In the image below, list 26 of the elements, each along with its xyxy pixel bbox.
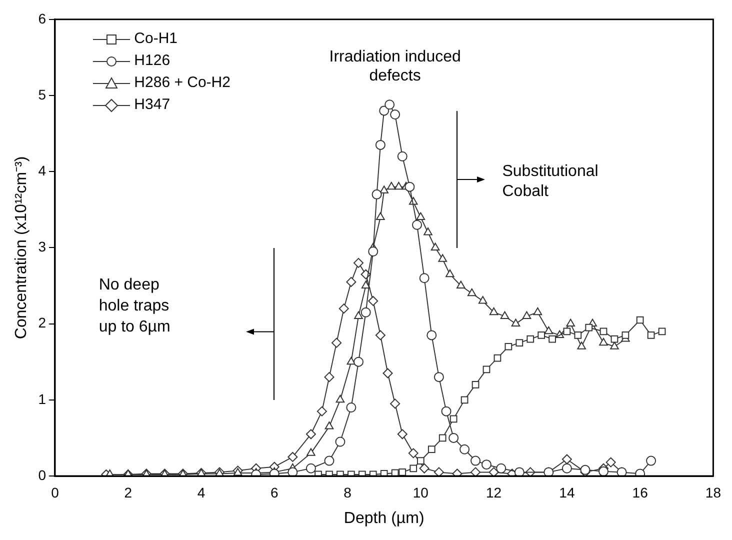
x-tick-label: 0 (51, 484, 60, 500)
y-tick-label: 5 (38, 86, 46, 102)
y-tick-label: 1 (38, 390, 46, 407)
x-tick-label: 4 (197, 484, 206, 500)
x-tick-label: 16 (632, 484, 648, 500)
x-tick-label: 10 (412, 484, 429, 500)
y-tick-label: 2 (38, 314, 46, 331)
x-tick-label: 6 (270, 484, 278, 500)
y-axis-title: Concentration (x10¹²cm⁻³) (13, 156, 30, 340)
x-tick-label: 12 (486, 484, 502, 500)
legend-label: Co-H1 (134, 30, 178, 47)
y-tick-label: 4 (38, 162, 46, 178)
y-tick-label: 6 (38, 10, 46, 26)
annotation: No deep hole traps up to 6µm (98, 276, 170, 336)
x-tick-label: 8 (344, 484, 352, 500)
legend-label: H126 (134, 52, 170, 69)
x-tick-label: 2 (124, 484, 132, 500)
annotation: Substitutional Cobalt (502, 163, 598, 200)
x-axis-title: Depth (µm) (344, 510, 424, 527)
x-tick-label: 14 (559, 484, 575, 500)
y-tick-label: 3 (38, 238, 46, 255)
legend-label: H286 + Co-H2 (134, 74, 230, 91)
legend-label: H347 (134, 96, 170, 113)
x-tick-label: 18 (705, 484, 722, 500)
y-tick-label: 0 (38, 466, 46, 483)
annotation: Irradiation induced defects (329, 48, 461, 84)
